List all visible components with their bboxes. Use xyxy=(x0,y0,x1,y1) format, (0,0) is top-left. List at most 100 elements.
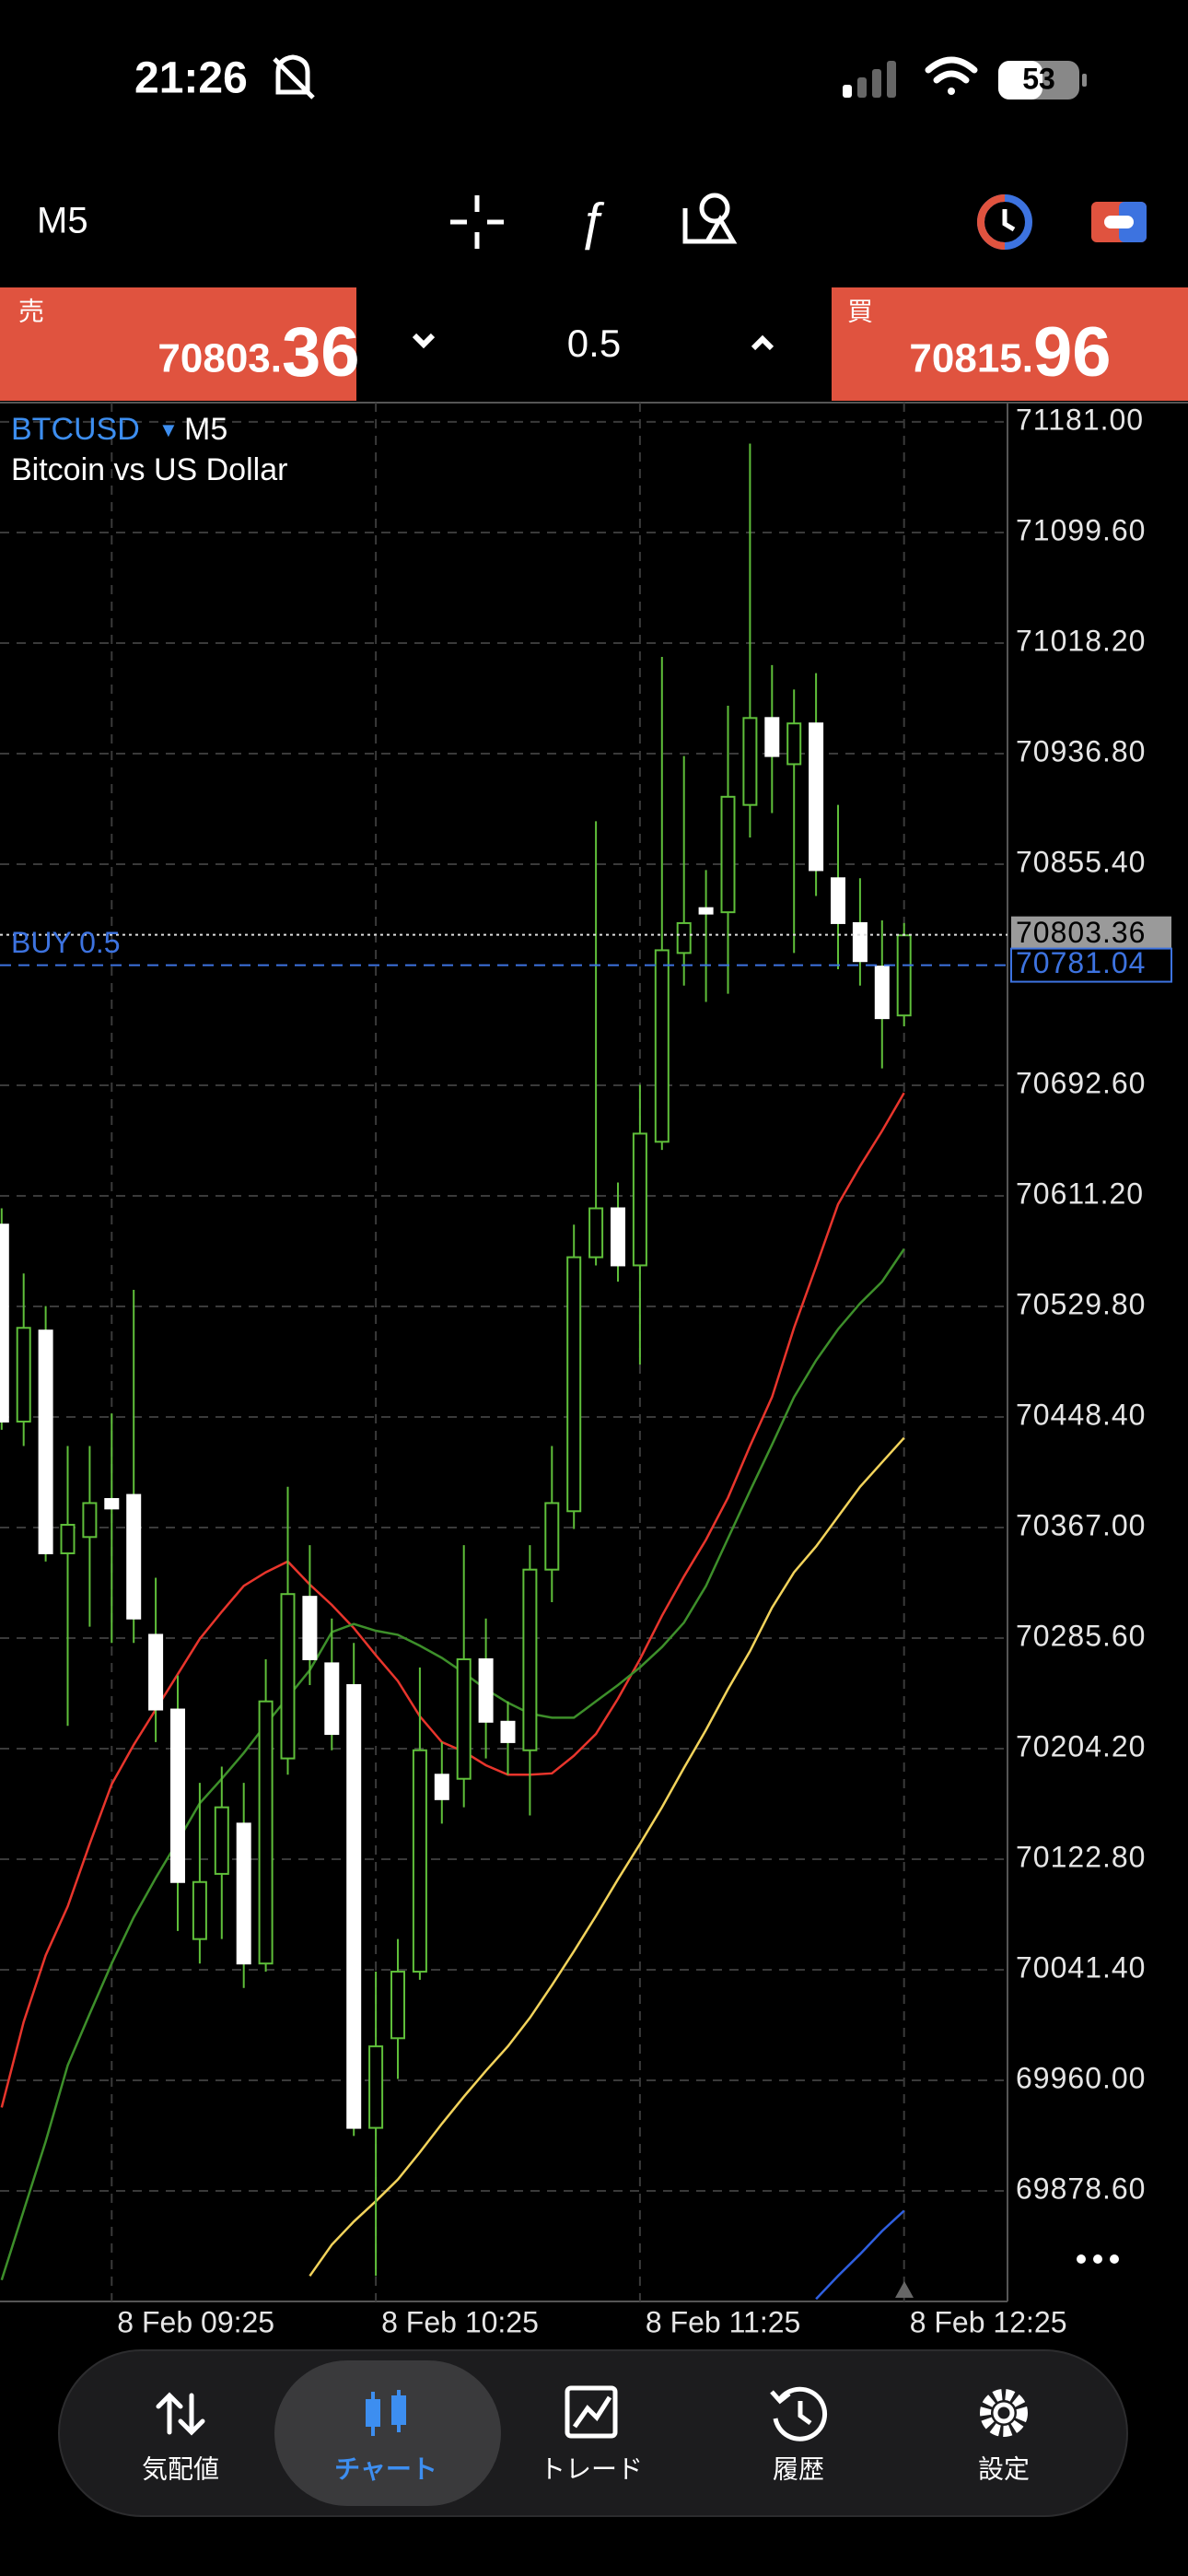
candle-body xyxy=(654,949,670,1143)
clock: 21:26 xyxy=(134,54,248,103)
nav-active-bg xyxy=(274,2360,501,2506)
candle-body xyxy=(698,907,714,915)
volume-down[interactable] xyxy=(412,333,436,349)
position-label: BUY 0.5 xyxy=(11,926,121,959)
candle-body xyxy=(126,1493,142,1620)
candle-body xyxy=(302,1596,318,1660)
candle-body xyxy=(720,795,736,914)
battery-level: 53 xyxy=(1022,62,1055,95)
volume[interactable]: 0.5 xyxy=(567,322,621,365)
candle-body xyxy=(104,1498,120,1510)
candle-body xyxy=(280,1593,296,1760)
candle-body xyxy=(368,2045,384,2129)
x-tick-label: 8 Feb 11:25 xyxy=(646,2305,800,2338)
candle-body xyxy=(478,1657,494,1723)
candle-body xyxy=(390,1971,405,2040)
candle-body xyxy=(500,1720,516,1743)
symbol[interactable]: BTCUSD xyxy=(11,412,140,447)
candle-body xyxy=(874,966,890,1020)
sell-price-main: 70803. xyxy=(157,336,282,381)
y-tick-label: 70448.40 xyxy=(1016,1398,1146,1431)
indicators-button[interactable]: ƒ xyxy=(577,192,606,251)
buy-price-big: 96 xyxy=(1033,313,1112,392)
symbol-menu[interactable]: ▼ xyxy=(158,418,179,441)
x-tick-label: 8 Feb 12:25 xyxy=(910,2305,1067,2338)
nav-item[interactable]: トレード xyxy=(540,2454,643,2483)
volume-up[interactable] xyxy=(751,334,775,351)
y-tick-label: 70367.00 xyxy=(1016,1508,1146,1541)
battery-icon: 53 xyxy=(998,61,1087,100)
candle-body xyxy=(544,1502,560,1571)
y-tick-label: 70936.80 xyxy=(1016,734,1146,767)
y-tick-label: 70692.60 xyxy=(1016,1066,1146,1099)
y-tick-label: 69960.00 xyxy=(1016,2061,1146,2094)
buy-label: 買 xyxy=(847,297,873,325)
timeframe-button[interactable]: M5 xyxy=(37,201,88,241)
candle-body xyxy=(742,717,758,806)
x-tick-label: 8 Feb 09:25 xyxy=(117,2305,274,2338)
y-tick-label: 70122.80 xyxy=(1016,1840,1146,1873)
candle-body xyxy=(434,1774,449,1800)
bid-label: 70803.36 xyxy=(1016,916,1146,949)
nav-item[interactable]: 設定 xyxy=(978,2454,1030,2483)
candle-body xyxy=(38,1329,53,1554)
nav-item[interactable]: 履歴 xyxy=(773,2454,824,2483)
candle-body xyxy=(258,1700,274,1965)
chart: 71181.00 71099.60 71018.20 70936.80 70855.40… xyxy=(0,402,1188,2338)
crosshair-button[interactable] xyxy=(450,195,504,249)
sell-label: 売 xyxy=(18,297,44,325)
candle-body xyxy=(588,1207,604,1259)
last-bar-marker xyxy=(895,2281,914,2298)
objects-button[interactable] xyxy=(682,193,738,244)
candle-body xyxy=(764,717,780,757)
one-click-button[interactable] xyxy=(977,194,1032,250)
candle-body xyxy=(522,1568,538,1751)
trade-button[interactable] xyxy=(1091,202,1147,242)
position-price: 70781.04 xyxy=(1016,946,1146,979)
sell-price-big: 36 xyxy=(282,313,360,392)
bid-label-bg xyxy=(1011,916,1171,954)
y-tick-label: 70855.40 xyxy=(1016,845,1146,878)
candle-body xyxy=(346,1683,362,2129)
candle-body xyxy=(831,877,845,924)
candle-body xyxy=(412,1749,427,1973)
indicator-line xyxy=(309,1436,905,2277)
bell-off-icon xyxy=(273,54,315,100)
candle-body xyxy=(456,1657,472,1780)
candle-body xyxy=(0,1224,9,1423)
candle-body xyxy=(852,921,868,963)
nav-item[interactable]: チャート xyxy=(334,2454,437,2483)
quotes-icon xyxy=(156,2392,205,2436)
more-button[interactable] xyxy=(1077,2254,1119,2264)
candle-body xyxy=(611,1207,625,1267)
candle-body xyxy=(896,934,912,1017)
nav-bar xyxy=(58,2349,1128,2517)
buy-price-main: 70815. xyxy=(909,336,1033,381)
candle-body xyxy=(786,722,802,766)
indicator-line xyxy=(0,1092,905,2108)
candle-body xyxy=(214,1806,229,1875)
candle-body xyxy=(82,1502,98,1539)
y-tick-label: 69878.60 xyxy=(1016,2172,1146,2205)
y-tick-label: 71181.00 xyxy=(1016,403,1144,436)
indicator-line xyxy=(815,2209,905,2301)
candle-body xyxy=(60,1524,76,1554)
buy-button[interactable] xyxy=(832,287,1188,401)
y-tick-label: 71099.60 xyxy=(1016,513,1146,546)
trade-icon xyxy=(565,2385,618,2439)
nav-item[interactable]: 気配値 xyxy=(142,2454,219,2483)
candle-body xyxy=(632,1132,647,1267)
y-tick-label: 70204.20 xyxy=(1016,1729,1146,1762)
position-price-bg xyxy=(1010,947,1172,983)
y-tick-label: 70041.40 xyxy=(1016,1950,1146,1984)
candle-body xyxy=(148,1633,164,1711)
candle-body xyxy=(809,722,824,872)
y-tick-label: 70529.80 xyxy=(1016,1287,1146,1320)
settings-icon xyxy=(980,2389,1028,2437)
symbol-description: Bitcoin vs US Dollar xyxy=(11,452,287,487)
sell-button[interactable] xyxy=(0,287,356,401)
history-icon xyxy=(770,2386,828,2441)
